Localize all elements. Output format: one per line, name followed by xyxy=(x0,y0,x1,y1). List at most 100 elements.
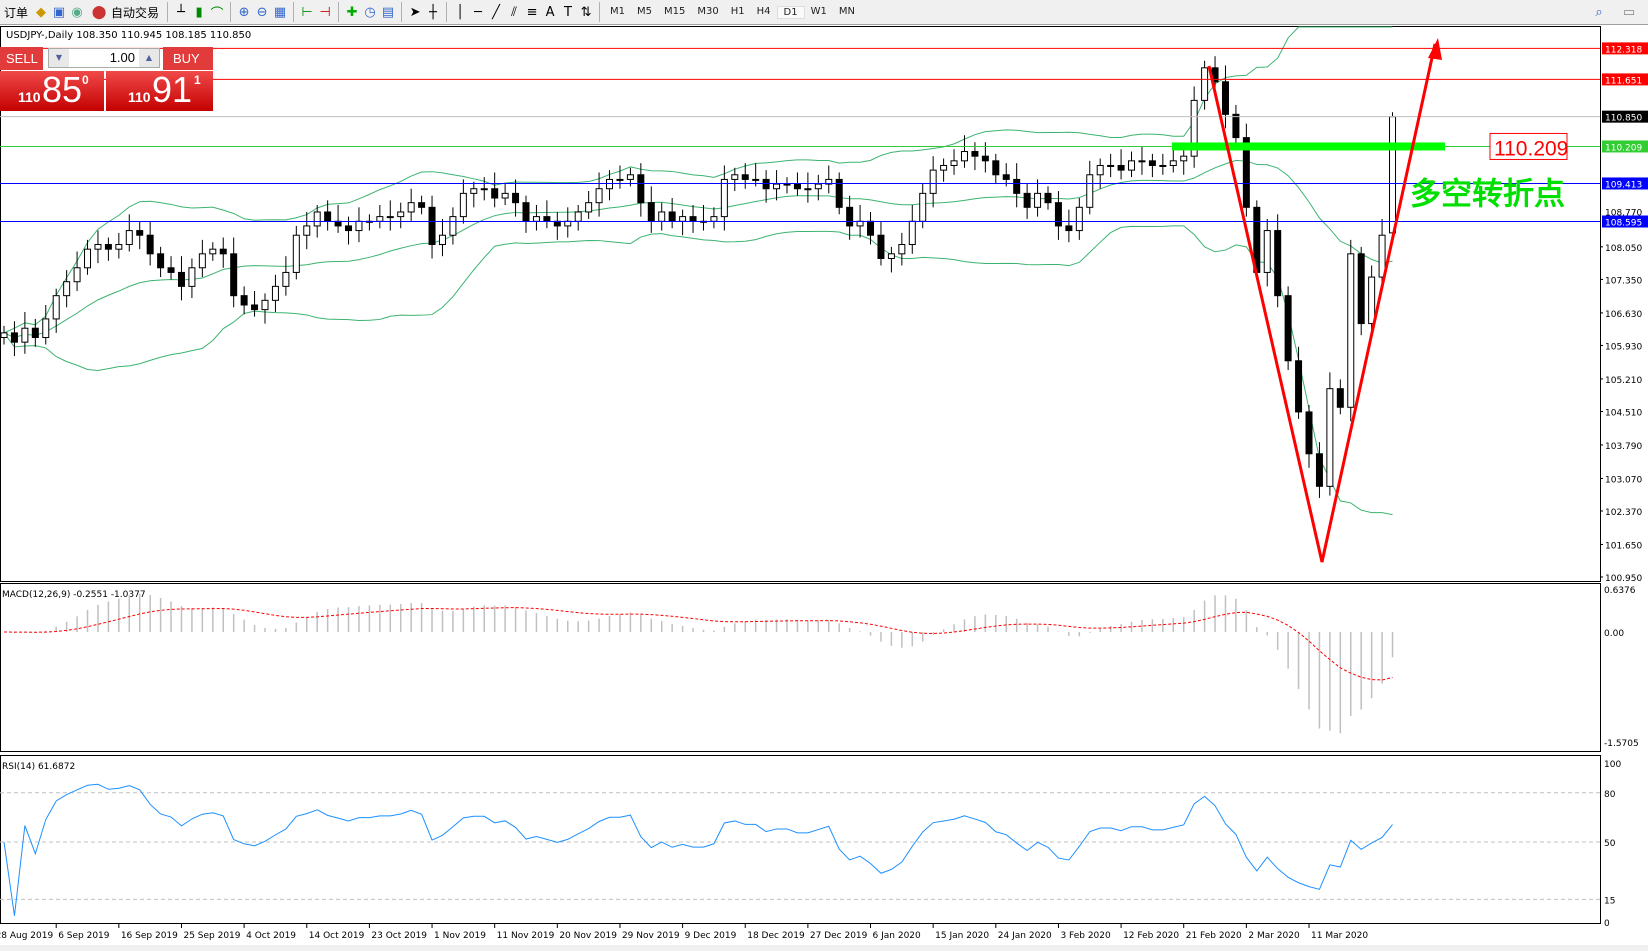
auto-trading-label: 自动交易 xyxy=(111,5,160,20)
candle-body xyxy=(355,220,363,232)
one-click-trading-panel: SELL ▼ ▲ BUY 110 85 0 110 91 1 xyxy=(0,47,214,111)
new-order-button[interactable]: 订单 xyxy=(0,1,32,23)
cursor-icon[interactable]: ➤ xyxy=(409,4,421,20)
candle-body xyxy=(1326,388,1334,487)
crosshair-icon[interactable]: ┼ xyxy=(429,4,437,20)
chart-window[interactable]: USDJPY-,Daily 108.350 110.945 108.185 11… xyxy=(0,26,1648,951)
candle-body xyxy=(1002,174,1010,180)
candle-body xyxy=(188,267,196,287)
candle xyxy=(365,214,373,231)
candle-body xyxy=(1315,453,1323,487)
auto-scroll-icon[interactable]: ⊢ xyxy=(301,4,313,20)
zoom-in-icon[interactable]: ⊕ xyxy=(238,4,250,20)
candle xyxy=(595,172,603,217)
rsi-tick-label: 0 xyxy=(1604,919,1610,929)
candle-body xyxy=(908,220,916,246)
candle xyxy=(1159,153,1167,175)
auto-trading-button[interactable]: ⬤ 自动交易 xyxy=(86,1,163,23)
candle xyxy=(846,195,854,240)
line-chart-icon[interactable]: ⌒ xyxy=(210,6,224,22)
timeframe-m5[interactable]: M5 xyxy=(637,5,653,17)
arrows-icon[interactable]: ⇅ xyxy=(580,4,592,20)
candle-body xyxy=(1054,202,1062,227)
candle xyxy=(292,225,300,280)
periods-icon[interactable]: ◷ xyxy=(364,4,376,20)
price-tick-label: 102.370 xyxy=(1605,508,1642,518)
timeframe-m30[interactable]: M30 xyxy=(697,5,719,17)
candle-body xyxy=(1221,81,1229,115)
text-label-icon[interactable]: T xyxy=(564,4,572,20)
candle-body xyxy=(31,327,39,339)
timeframe-w1[interactable]: W1 xyxy=(810,5,827,17)
timeframe-m15[interactable]: M15 xyxy=(664,5,686,17)
chat-icon[interactable]: ▭ xyxy=(1622,4,1636,20)
price-tick-label: 106.630 xyxy=(1605,310,1642,320)
candle-body xyxy=(313,211,321,227)
lot-size-input[interactable] xyxy=(71,50,135,65)
zoom-out-icon[interactable]: ⊖ xyxy=(256,4,268,20)
signal-icon[interactable]: ◉ xyxy=(71,4,83,20)
date-label: 4 Oct 2019 xyxy=(246,931,296,941)
candle-body xyxy=(251,304,259,311)
candle-body xyxy=(324,211,332,222)
candle xyxy=(668,198,676,229)
candle xyxy=(261,293,269,324)
candle xyxy=(981,142,989,173)
separator xyxy=(338,2,340,22)
indicators-icon[interactable]: ✚ xyxy=(346,4,358,20)
candle xyxy=(1138,146,1146,175)
timeframe-d1[interactable]: D1 xyxy=(776,5,805,19)
timeframe-mn[interactable]: MN xyxy=(838,5,855,17)
candle xyxy=(689,205,697,233)
timeframe-bar: M1 M5 M15 M30 H1 H4 D1 W1 MN xyxy=(604,5,861,19)
lot-decrease-button[interactable]: ▼ xyxy=(49,49,69,67)
candle-body xyxy=(835,178,843,208)
candle xyxy=(459,179,467,224)
candle-body xyxy=(585,202,593,213)
candle-body xyxy=(606,178,614,190)
candlestick-icon[interactable]: ▮ xyxy=(195,4,203,20)
sell-button[interactable]: SELL xyxy=(0,47,43,70)
candle xyxy=(376,205,384,229)
candle-body xyxy=(1013,178,1021,194)
vertical-line-icon[interactable]: │ xyxy=(456,4,464,20)
lot-increase-button[interactable]: ▲ xyxy=(139,49,159,67)
tile-windows-icon[interactable]: ▦ xyxy=(273,4,287,20)
candle xyxy=(470,181,478,208)
lot-size-stepper[interactable]: ▼ ▲ xyxy=(48,48,160,68)
market-watch-icon[interactable]: ◆ xyxy=(36,4,47,20)
candle-body xyxy=(376,216,384,222)
bar-chart-icon[interactable]: ┴ xyxy=(177,4,185,20)
data-window-icon[interactable]: ▣ xyxy=(52,4,66,20)
sell-price-button[interactable]: 110 85 0 xyxy=(0,69,104,111)
candle-body xyxy=(407,202,415,213)
candle-body xyxy=(104,244,112,250)
candle xyxy=(501,184,509,205)
sell-price-pips: 85 xyxy=(42,69,83,110)
macd-tick-label: 0.00 xyxy=(1604,629,1624,639)
chart-shift-icon[interactable]: ⊣ xyxy=(319,4,331,20)
trendline-icon[interactable]: ╱ xyxy=(492,4,500,20)
candle-body xyxy=(345,225,353,232)
horizontal-line-icon[interactable]: ─ xyxy=(474,4,482,20)
timeframe-h4[interactable]: H4 xyxy=(756,5,771,17)
search-icon[interactable]: ⌕ xyxy=(1595,4,1603,20)
candle-body xyxy=(198,253,206,269)
fibonacci-icon[interactable]: ≡ xyxy=(526,4,538,20)
candle xyxy=(1232,105,1240,150)
price-label: 108.595 xyxy=(1605,219,1642,229)
candle xyxy=(1315,442,1323,498)
candle-body xyxy=(1107,164,1115,167)
timeframe-h1[interactable]: H1 xyxy=(730,5,745,17)
buy-price-button[interactable]: 110 91 1 xyxy=(106,69,213,111)
templates-icon[interactable]: ▤ xyxy=(381,4,395,20)
text-icon[interactable]: A xyxy=(545,4,555,20)
candle xyxy=(1117,149,1125,180)
candle xyxy=(553,211,561,240)
candle xyxy=(345,216,353,245)
candle xyxy=(793,172,801,196)
buy-button[interactable]: BUY xyxy=(163,47,213,70)
candle xyxy=(303,211,311,250)
timeframe-m1[interactable]: M1 xyxy=(610,5,626,17)
equidistant-channel-icon[interactable]: ⫽ xyxy=(511,4,517,20)
